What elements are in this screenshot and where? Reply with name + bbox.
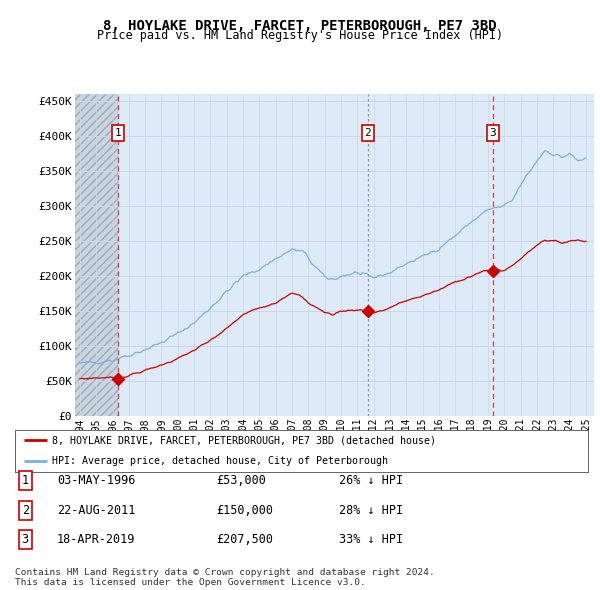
Text: 33% ↓ HPI: 33% ↓ HPI xyxy=(339,533,403,546)
Text: 22-AUG-2011: 22-AUG-2011 xyxy=(57,504,136,517)
Bar xyxy=(75,94,118,416)
Text: 28% ↓ HPI: 28% ↓ HPI xyxy=(339,504,403,517)
Text: 2: 2 xyxy=(364,128,371,138)
Bar xyxy=(75,94,118,416)
Text: 03-MAY-1996: 03-MAY-1996 xyxy=(57,474,136,487)
Text: 1: 1 xyxy=(115,128,121,138)
Text: HPI: Average price, detached house, City of Peterborough: HPI: Average price, detached house, City… xyxy=(52,457,388,466)
Text: 26% ↓ HPI: 26% ↓ HPI xyxy=(339,474,403,487)
Text: £53,000: £53,000 xyxy=(216,474,266,487)
Text: £150,000: £150,000 xyxy=(216,504,273,517)
Text: 3: 3 xyxy=(490,128,496,138)
Text: 18-APR-2019: 18-APR-2019 xyxy=(57,533,136,546)
Text: £207,500: £207,500 xyxy=(216,533,273,546)
Text: 1: 1 xyxy=(22,474,29,487)
Text: 3: 3 xyxy=(22,533,29,546)
Text: 8, HOYLAKE DRIVE, FARCET, PETERBOROUGH, PE7 3BD: 8, HOYLAKE DRIVE, FARCET, PETERBOROUGH, … xyxy=(103,19,497,33)
Text: 2: 2 xyxy=(22,504,29,517)
Text: 8, HOYLAKE DRIVE, FARCET, PETERBOROUGH, PE7 3BD (detached house): 8, HOYLAKE DRIVE, FARCET, PETERBOROUGH, … xyxy=(52,435,436,445)
Text: Contains HM Land Registry data © Crown copyright and database right 2024.
This d: Contains HM Land Registry data © Crown c… xyxy=(15,568,435,587)
Text: Price paid vs. HM Land Registry's House Price Index (HPI): Price paid vs. HM Land Registry's House … xyxy=(97,30,503,42)
